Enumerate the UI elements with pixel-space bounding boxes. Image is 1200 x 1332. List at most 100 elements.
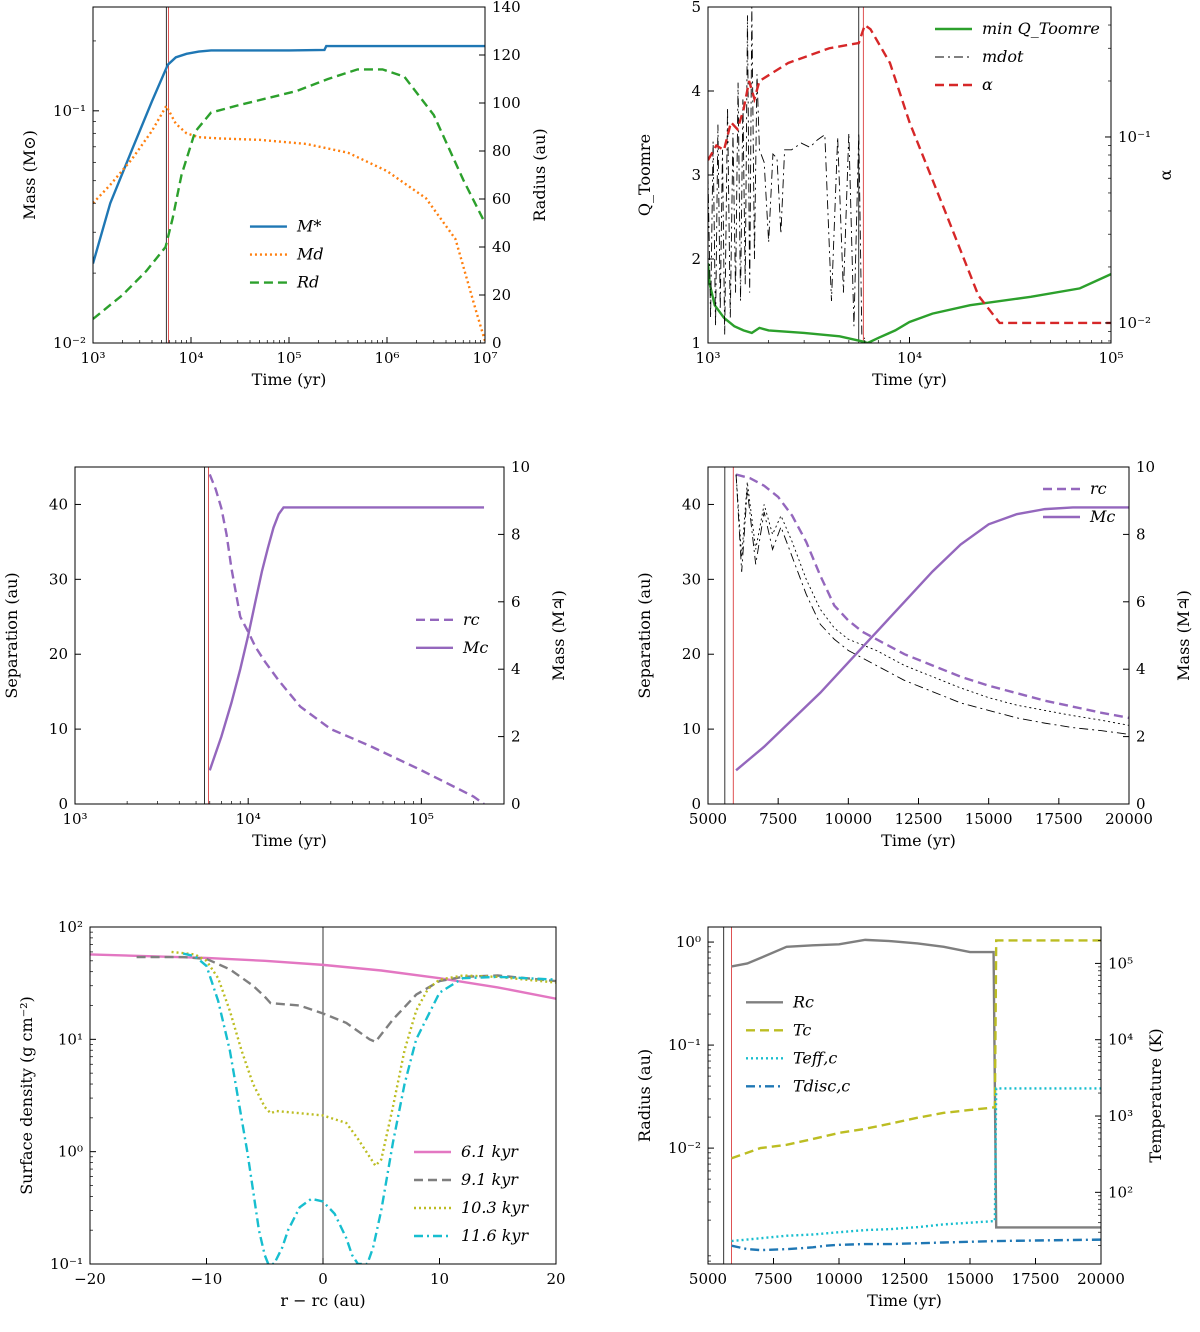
series-p4-Mc (735, 506, 1129, 772)
legend-label-p5-6.1: 6.1 kyr (461, 1142, 519, 1161)
y2tick-label-p4-4: 8 (1136, 525, 1146, 543)
legend-p5: 6.1 kyr 9.1 kyr 10.3 kyr 11.6 kyr (414, 1142, 529, 1245)
y2label-p3: Mass (M♃) (549, 590, 568, 681)
series-p1-Md (93, 103, 485, 342)
xtick-label-p4-3: 12500 (895, 810, 943, 828)
legend-label-p3-rc: rc (463, 610, 480, 629)
series-p6-Rc (731, 938, 1101, 1229)
axes-frame-p3 (74, 466, 505, 805)
legend-label-p6-Tc: Tc (793, 1020, 811, 1039)
xtick-label-p6-3: 12500 (881, 1270, 929, 1288)
legend-label-p4-rc: rc (1090, 479, 1107, 498)
xlabel-p5: r − rc (au) (280, 1291, 365, 1310)
ytick-label-p1-0: 10⁻² (53, 334, 86, 352)
ytick-label-p5-0: 10⁻¹ (50, 1255, 83, 1273)
series-p3-rc (208, 474, 485, 804)
series-p4-rc (735, 473, 1129, 720)
axes-frame-p6 (707, 926, 1102, 1265)
xlabel-p4: Time (yr) (881, 831, 956, 850)
legend-label-p6-Tdisc: Tdisc,c (793, 1076, 850, 1095)
ytick-label-p2-3: 4 (691, 82, 701, 100)
legend-p6: Rc Tc Teff,c Tdisc,c (746, 992, 850, 1095)
y2tick-label-p1-7: 140 (492, 0, 521, 16)
xtick-label-p1-4: 10⁷ (472, 349, 497, 367)
y2label-p6: Temperature (K) (1146, 1028, 1165, 1162)
series-p4-rc_dotted (735, 474, 1129, 726)
ytick-label-p4-1: 10 (682, 720, 701, 738)
xtick-label-p1-3: 10⁶ (374, 349, 399, 367)
series-p6-Teff (731, 1087, 1101, 1243)
series-p5-9.1 (136, 955, 556, 1044)
xtick-label-p3-2: 10⁵ (409, 810, 434, 828)
legend-label-p2-mdot: mdot (982, 47, 1024, 66)
ytick-label-p3-2: 20 (49, 645, 68, 663)
xtick-label-p5-2: 0 (318, 1270, 328, 1288)
ytick-label-p2-1: 2 (691, 250, 701, 268)
y2label-p2: α (1156, 169, 1175, 180)
ytick-label-p5-1: 10⁰ (58, 1143, 83, 1161)
y2tick-label-p6-1: 10³ (1108, 1107, 1133, 1125)
legend-label-p2-alpha: α (982, 75, 993, 94)
ylabel-p1: Mass (M⊙) (20, 130, 39, 220)
y2label-p1: Radius (au) (530, 128, 549, 221)
ytick-label-p2-0: 1 (691, 334, 701, 352)
series-p2-mdot (708, 7, 866, 340)
xtick-label-p6-0: 5000 (689, 1270, 727, 1288)
legend-label-p1-M*: M* (296, 217, 321, 236)
series-p2-alpha (708, 23, 1111, 325)
xtick-label-p6-6: 20000 (1077, 1270, 1125, 1288)
xlabel-p2: Time (yr) (872, 370, 947, 389)
legend-label-p1-Md: Md (296, 245, 324, 264)
xtick-label-p2-0: 10³ (695, 349, 720, 367)
xtick-label-p1-2: 10⁵ (276, 349, 301, 367)
ytick-label-p5-3: 10² (58, 918, 83, 936)
chart-p2: 10³ 10⁴ 10⁵ 1 2 3 4 5 10⁻² 10⁻¹ Time (yr) Q_Toomre α… (635, 0, 1175, 389)
y2tick-label-p4-1: 2 (1136, 728, 1146, 746)
y2tick-label-p1-0: 0 (492, 334, 502, 352)
xtick-label-p5-1: −10 (191, 1270, 223, 1288)
ylabel-p6: Radius (au) (635, 1049, 654, 1142)
xtick-label-p1-0: 10³ (80, 349, 105, 367)
ytick-label-p4-0: 0 (691, 795, 701, 813)
y2tick-label-p6-0: 10² (1108, 1183, 1133, 1201)
ytick-label-p3-0: 0 (58, 795, 68, 813)
y2tick-label-p2-1: 10⁻¹ (1118, 128, 1151, 146)
y2tick-label-p3-3: 6 (511, 593, 521, 611)
xtick-label-p4-4: 15000 (965, 810, 1013, 828)
y2label-p4: Mass (M♃) (1174, 590, 1193, 681)
y2tick-label-p4-5: 10 (1136, 458, 1155, 476)
legend-label-p5-9.1: 9.1 kyr (461, 1170, 519, 1189)
ytick-label-p3-4: 40 (49, 495, 68, 513)
ytick-label-p3-1: 10 (49, 720, 68, 738)
y2tick-label-p1-1: 20 (492, 286, 511, 304)
y2tick-label-p4-2: 4 (1136, 660, 1146, 678)
series-p5-10.3 (171, 950, 556, 1168)
series-p6-Tdisc (731, 1238, 1101, 1252)
legend-label-p6-Rc: Rc (792, 992, 814, 1011)
xlabel-p3: Time (yr) (252, 831, 327, 850)
chart-p1: 10³ 10⁴ 10⁵ 10⁶ 10⁷ 10⁻² 10⁻¹ 0 20 40 60 80 100 120 14… (20, 0, 549, 389)
y2tick-label-p1-5: 100 (492, 94, 521, 112)
ytick-label-p6-0: 10⁻² (668, 1139, 701, 1157)
xtick-label-p5-3: 10 (430, 1270, 449, 1288)
y2tick-label-p6-2: 10⁴ (1108, 1031, 1133, 1049)
y2tick-label-p4-3: 6 (1136, 593, 1146, 611)
legend-p1: M* Md Rd (249, 217, 324, 292)
ylabel-p5: Surface density (g cm⁻²) (17, 996, 36, 1195)
chart-p6: 5000 7500 10000 12500 15000 17500 20000 10⁻² 10⁻… (635, 926, 1165, 1310)
y2tick-label-p1-2: 40 (492, 238, 511, 256)
xtick-label-p4-0: 5000 (689, 810, 727, 828)
xtick-label-p3-0: 10³ (62, 810, 87, 828)
xtick-label-p2-1: 10⁴ (897, 349, 922, 367)
ytick-label-p2-4: 5 (691, 0, 701, 16)
legend-label-p6-Teff: Teff,c (793, 1048, 837, 1067)
chart-p5: −20 −10 0 10 20 10⁻¹ 10⁰ 10¹ 10² r − rc (au) Surfa… (17, 918, 566, 1310)
xtick-label-p1-1: 10⁴ (178, 349, 203, 367)
series-p4-rc_dashdot (735, 474, 1129, 735)
xtick-label-p5-4: 20 (546, 1270, 565, 1288)
ylabel-p2: Q_Toomre (635, 134, 654, 216)
y2tick-label-p3-5: 10 (511, 458, 530, 476)
xtick-label-p4-6: 20000 (1105, 810, 1153, 828)
xtick-label-p3-1: 10⁴ (236, 810, 261, 828)
legend-label-p5-11.6: 11.6 kyr (461, 1226, 529, 1245)
